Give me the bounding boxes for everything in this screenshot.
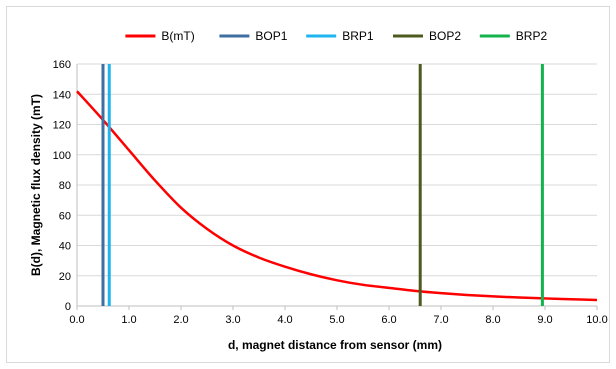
y-tick-label-40: 40 (59, 241, 71, 253)
y-tick-label-80: 80 (59, 180, 71, 192)
legend-label: BRP2 (516, 29, 548, 43)
x-tick-label-10.0: 10.0 (586, 314, 607, 326)
y-tick-label-120: 120 (53, 120, 71, 132)
x-tick-label-7.0: 7.0 (433, 314, 448, 326)
legend-label: B(mT) (161, 29, 194, 43)
series-line-b-mt- (76, 90, 598, 302)
axes (76, 64, 598, 310)
x-tick-label-6.0: 6.0 (381, 314, 396, 326)
x-tick-label-0.0: 0.0 (69, 314, 84, 326)
legend-item-b-mt-: B(mT) (125, 29, 195, 43)
series (76, 64, 598, 306)
y-tick-label-100: 100 (53, 150, 71, 162)
x-axis-title: d, magnet distance from sensor (mm) (228, 338, 442, 352)
x-tick-label-1.0: 1.0 (121, 314, 136, 326)
tick-labels: 0 20 40 60 80 100 120 140 160 0.0 1.0 2.0 3.0 4.0 5.0 6… (53, 59, 608, 326)
y-tick-label-60: 60 (59, 210, 71, 222)
y-tick-label-0: 0 (65, 301, 71, 313)
x-tick-label-9.0: 9.0 (537, 314, 552, 326)
y-tick-label-20: 20 (59, 271, 71, 283)
legend-item-brp2: BRP2 (479, 29, 548, 43)
legend-item-bop2: BOP2 (393, 29, 461, 43)
legend-label: BOP1 (255, 29, 287, 43)
x-tick-label-4.0: 4.0 (277, 314, 292, 326)
legend-item-bop1: BOP1 (219, 29, 288, 43)
y-axis-title: B(d), Magnetic flux density (mT) (29, 94, 43, 276)
y-tick-label-140: 140 (53, 89, 71, 101)
legend-label: BOP2 (429, 29, 461, 43)
legend: B(mT) BOP1 BRP1 BOP2 BRP2 (125, 29, 547, 43)
gridlines (77, 63, 597, 277)
legend-label: BRP1 (342, 29, 374, 43)
y-tick-label-160: 160 (53, 59, 71, 71)
x-tick-label-8.0: 8.0 (485, 314, 500, 326)
x-tick-label-2.0: 2.0 (173, 314, 188, 326)
x-tick-label-5.0: 5.0 (329, 314, 344, 326)
x-tick-label-3.0: 3.0 (225, 314, 240, 326)
legend-item-brp1: BRP1 (306, 29, 374, 43)
